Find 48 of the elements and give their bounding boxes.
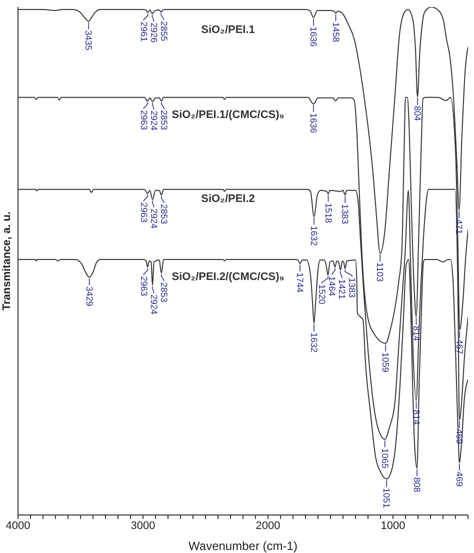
- annotation: 2961: [138, 22, 149, 42]
- annotation: 1458: [330, 22, 341, 42]
- x-tick-label: 2000: [256, 520, 280, 532]
- annotation: 469: [454, 472, 464, 487]
- annotation: 1059: [380, 352, 391, 372]
- annotation: 1632: [309, 332, 319, 353]
- annotation: 2924: [148, 110, 159, 131]
- annotation: 3435: [84, 30, 94, 50]
- annotation: 1103: [375, 262, 386, 282]
- series-label: SiO₂/PEI.2/(CMC/CS)₉: [172, 271, 284, 284]
- annotation: 814: [411, 326, 422, 341]
- x-tick-label: 4000: [6, 520, 30, 532]
- annotation: 2963: [138, 276, 149, 296]
- annotation: 2853: [158, 110, 169, 130]
- series-label: SiO₂/PEI.1: [201, 24, 255, 37]
- annotation: 1632: [309, 226, 319, 246]
- y-axis-title: Transmitance, a. u.: [1, 211, 13, 311]
- annotation: 471: [454, 219, 464, 234]
- annotation: 1744: [295, 272, 305, 293]
- annotation: 808: [412, 477, 422, 492]
- annotation: 1383: [340, 204, 350, 224]
- annotation: 469: [454, 429, 464, 444]
- annotation: 1520: [317, 284, 328, 304]
- x-axis-title: Wavenumber (cm-1): [188, 539, 298, 553]
- annotation: 1636: [308, 26, 318, 47]
- annotation: 1065: [380, 448, 390, 468]
- annotation: 1636: [308, 113, 318, 134]
- annotation: 2855: [158, 21, 169, 42]
- annotation: 2963: [138, 110, 149, 130]
- x-tick-label: 1000: [380, 520, 406, 532]
- annotation: 1383: [347, 278, 358, 298]
- annotation: 2853: [158, 204, 169, 224]
- series-label: SiO₂/PEI.1/(CMC/CS)₉: [172, 109, 284, 122]
- annotation: 1051: [382, 488, 392, 508]
- annotation: 1518: [323, 202, 334, 223]
- annotation: 2963: [138, 202, 149, 222]
- annotation: 1421: [337, 279, 348, 300]
- annotation: 2924: [148, 294, 159, 314]
- series-label: SiO₂/PEI.2: [201, 193, 255, 206]
- annotation: 2853: [158, 282, 169, 302]
- annotation: 2926: [148, 22, 159, 43]
- annotation: 467: [454, 339, 465, 354]
- x-tick-label: 3000: [130, 520, 156, 532]
- annotation: 1464: [327, 276, 338, 296]
- annotation: 804: [412, 106, 422, 121]
- annotation: 2924: [148, 208, 159, 229]
- annotation: 814: [411, 410, 422, 425]
- annotation: 3429: [84, 286, 94, 306]
